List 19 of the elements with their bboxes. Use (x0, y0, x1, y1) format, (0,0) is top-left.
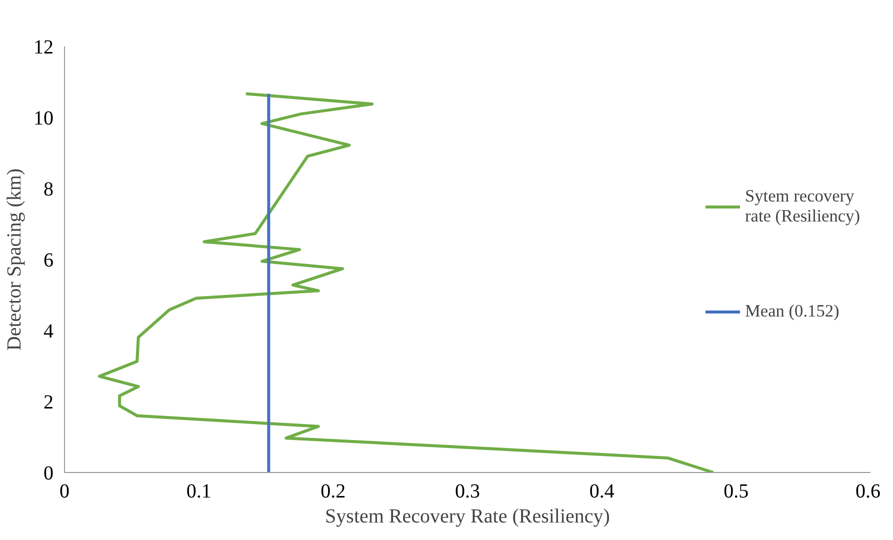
x-tick-label: 0.4 (589, 480, 614, 502)
y-tick-label: 8 (44, 178, 54, 200)
x-tick-label: 0.2 (320, 480, 346, 502)
x-tick-label: 0 (60, 480, 70, 502)
y-tick-label: 10 (34, 108, 54, 130)
y-axis-title: Detector Spacing (km) (4, 168, 26, 351)
y-tick-label: 4 (44, 320, 54, 342)
legend-label: Mean (0.152) (745, 300, 840, 322)
y-tick-label: 0 (44, 462, 54, 484)
legend-label: Sytem recovery rate (Resiliency) (745, 186, 860, 228)
y-tick-label: 2 (44, 392, 54, 414)
y-tick-label: 12 (34, 36, 54, 58)
x-tick-label: 0.1 (186, 480, 212, 502)
x-tick-label: 0.6 (856, 480, 880, 502)
x-axis-title: System Recovery Rate (Resiliency) (325, 506, 610, 528)
line-series (98, 92, 715, 472)
x-tick-label: 0.5 (724, 480, 749, 502)
y-tick-label: 6 (44, 250, 54, 272)
x-tick-label: 0.3 (455, 480, 480, 502)
